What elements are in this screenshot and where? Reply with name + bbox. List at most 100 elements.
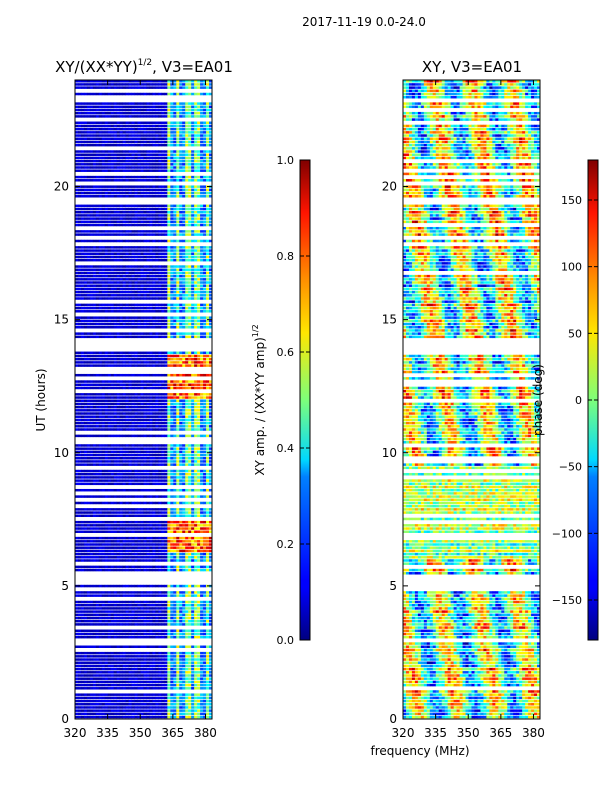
heatmap-cell — [75, 472, 79, 476]
heatmap-cell — [173, 287, 177, 291]
heatmap-cell — [122, 195, 126, 198]
heatmap-cell — [107, 364, 112, 367]
heatmap-cell — [173, 131, 177, 134]
heatmap-cell — [86, 150, 91, 153]
heatmap-cell — [203, 402, 207, 406]
heatmap-cell — [158, 268, 162, 271]
heatmap-cell — [75, 508, 79, 511]
heatmap-cell — [161, 287, 165, 291]
heatmap-cell — [128, 233, 132, 236]
heatmap-cell — [185, 249, 189, 252]
heatmap-cell — [203, 319, 207, 323]
heatmap-cell — [92, 175, 97, 179]
heatmap-cell — [107, 249, 112, 252]
heatmap-cell — [170, 124, 174, 128]
heatmap-cell — [188, 204, 192, 208]
heatmap-cell — [170, 476, 174, 479]
heatmap-cell — [131, 447, 135, 450]
heatmap-cell — [191, 105, 195, 109]
heatmap-cell — [113, 150, 118, 153]
heatmap-cell — [86, 351, 91, 355]
heatmap-cell — [191, 214, 195, 217]
heatmap-cell — [167, 482, 171, 486]
heatmap-cell — [143, 166, 147, 169]
heatmap-cell — [164, 520, 168, 524]
heatmap-cell — [137, 405, 141, 409]
heatmap-cell — [188, 511, 192, 514]
heatmap-cell — [125, 150, 129, 153]
heatmap-cell — [128, 214, 132, 217]
heatmap-cell — [128, 287, 132, 291]
heatmap-cell — [191, 332, 195, 335]
heatmap-cell — [161, 195, 165, 198]
heatmap-cell — [83, 86, 88, 89]
heatmap-cell — [164, 335, 168, 339]
heatmap-cell — [116, 83, 121, 86]
heatmap-cell — [104, 108, 109, 112]
heatmap-cell — [149, 217, 153, 220]
heatmap-cell — [137, 239, 141, 243]
heatmap-cell — [167, 405, 171, 409]
heatmap-cell — [137, 373, 141, 377]
heatmap-cell — [86, 159, 91, 163]
heatmap-cell — [209, 297, 212, 300]
heatmap-cell — [137, 488, 141, 492]
heatmap-cell — [83, 322, 88, 326]
heatmap-cell — [86, 271, 91, 275]
heatmap-cell — [143, 409, 147, 412]
heatmap-cell — [107, 457, 112, 460]
heatmap-cell — [167, 428, 171, 431]
heatmap-cell — [101, 278, 106, 281]
heatmap-cell — [161, 255, 165, 259]
heatmap-cell — [164, 306, 168, 310]
heatmap-cell — [86, 214, 91, 217]
heatmap-cell — [92, 476, 97, 479]
heatmap-cell — [83, 530, 88, 533]
heatmap-cell — [104, 514, 109, 518]
heatmap-cell — [158, 92, 162, 96]
heatmap-cell — [149, 150, 153, 153]
heatmap-cell — [176, 294, 180, 297]
heatmap-cell — [101, 175, 106, 179]
heatmap-cell — [77, 393, 82, 396]
heatmap-cell — [161, 233, 165, 236]
heatmap-cell — [86, 211, 91, 214]
heatmap-cell — [128, 393, 132, 396]
heatmap-cell — [149, 447, 153, 450]
heatmap-cell — [98, 335, 103, 339]
heatmap-cell — [191, 412, 195, 415]
heatmap-cell — [89, 418, 94, 422]
heatmap-cell — [176, 239, 180, 243]
heatmap-cell — [107, 115, 112, 118]
heatmap-cell — [209, 476, 212, 479]
heatmap-cell — [209, 108, 212, 112]
heatmap-cell — [206, 220, 210, 224]
heatmap-cell — [107, 316, 112, 319]
heatmap-cell — [110, 223, 115, 227]
heatmap-cell — [164, 211, 168, 214]
heatmap-cell — [152, 169, 156, 172]
heatmap-cell — [197, 425, 201, 428]
heatmap-cell — [80, 457, 85, 460]
heatmap-cell — [152, 495, 156, 498]
heatmap-cell — [176, 140, 180, 144]
heatmap-cell — [194, 223, 198, 227]
heatmap-cell — [110, 191, 115, 195]
heatmap-cell — [128, 396, 132, 399]
heatmap-cell — [92, 80, 97, 83]
heatmap-cell — [152, 488, 156, 492]
heatmap-cell — [116, 393, 121, 396]
heatmap-cell — [131, 265, 135, 268]
heatmap-cell — [122, 482, 126, 486]
heatmap-cell — [75, 111, 79, 115]
heatmap-cell — [131, 115, 135, 118]
heatmap-cell — [131, 179, 135, 182]
heatmap-cell — [80, 316, 85, 319]
heatmap-cell — [110, 332, 115, 335]
heatmap-cell — [122, 520, 126, 524]
heatmap-cell — [98, 463, 103, 466]
heatmap-cell — [131, 444, 135, 447]
heatmap-cell — [161, 434, 165, 438]
heatmap-cell — [75, 415, 79, 418]
heatmap-cell — [125, 479, 129, 482]
